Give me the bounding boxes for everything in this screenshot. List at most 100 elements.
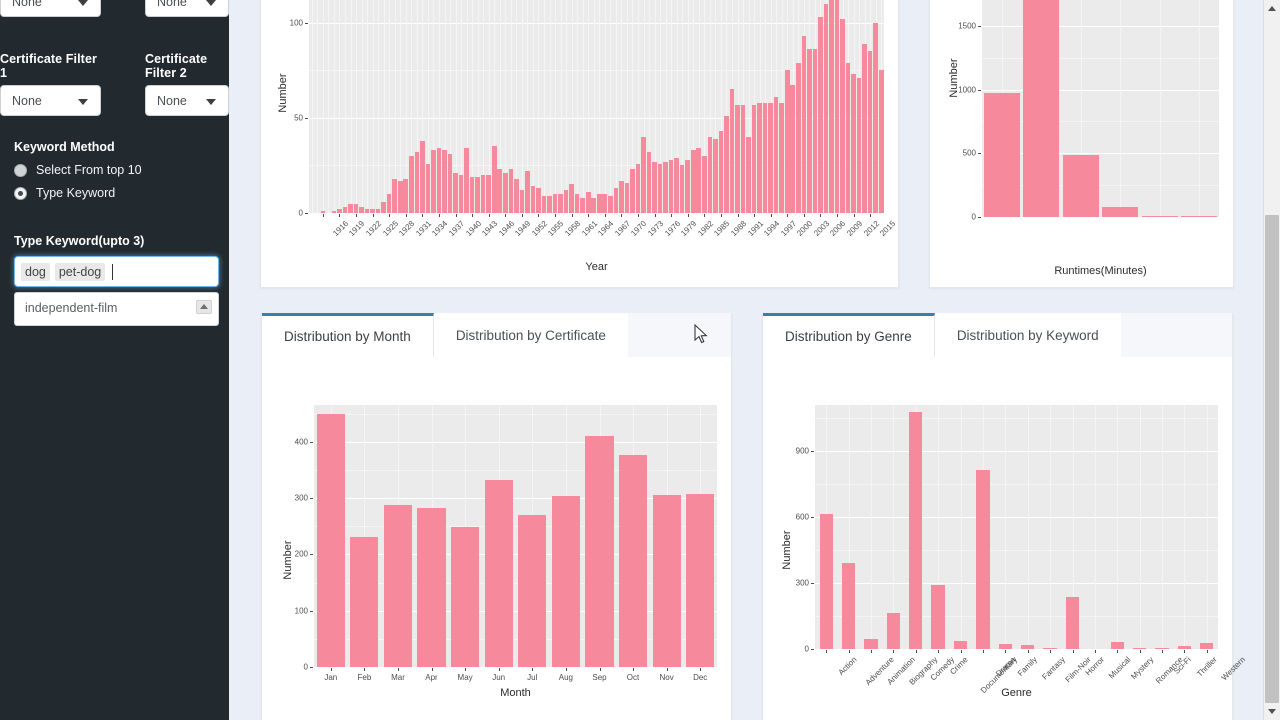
tab-distribution-by-certificate[interactable]: Distribution by Certificate [433,313,628,357]
tab-distribution-by-genre[interactable]: Distribution by Genre [763,313,935,357]
y-tick-label: 1000 [958,85,976,95]
text-cursor [112,264,114,280]
x-tick-mark [938,650,940,653]
bar [718,131,724,213]
bar [909,411,923,649]
gridline-minor [344,0,346,213]
gridline-minor [654,0,656,213]
bar [1062,155,1099,217]
x-tick-mark [571,214,573,217]
genre-filter-1-group: None [0,0,101,17]
y-tick-label: 300 [294,493,308,503]
y-tick-mark [310,441,313,443]
radio-select-from-top-10[interactable]: Select From top 10 [14,163,219,177]
radio-type-keyword[interactable]: Type Keyword [14,186,219,200]
page-scrollbar[interactable] [1263,0,1280,720]
y-tick-mark [310,667,313,668]
genre-filter-1-select[interactable]: None [0,0,101,17]
x-tick-label: Apr [425,673,438,682]
chevron-down-icon [206,0,216,6]
gridline-minor [350,0,352,213]
x-tick-label: 2003 [812,219,831,238]
x-tick-label: 1949 [513,219,533,238]
y-tick-mark [310,554,313,556]
x-tick-label: 1991 [745,219,765,238]
bar [862,43,867,213]
gridline-minor [427,0,429,213]
certificate-filter-2-select[interactable]: None [145,85,229,116]
tab-distribution-by-keyword[interactable]: Distribution by Keyword [934,313,1121,357]
gridline-minor [510,0,512,213]
gridline-minor [848,405,850,649]
y-tick-mark [305,213,308,214]
genre-filter-2-select[interactable]: None [145,0,229,17]
bar [486,174,491,213]
genre-tabbar: Distribution by Genre Distribution by Ke… [763,313,1232,357]
x-tick-mark [465,668,467,671]
bar [724,115,729,213]
tab-distribution-by-month[interactable]: Distribution by Month [262,313,434,357]
gridline-minor [314,638,717,640]
gridline-minor [1050,405,1052,649]
bar [679,165,685,213]
gridline-minor [505,0,507,213]
gridline-minor [720,0,722,213]
bar [807,49,812,213]
gridline-minor [682,0,684,213]
bar [484,479,513,667]
plot-area [314,405,717,667]
gridline-minor [610,0,612,213]
gridline-minor [643,0,645,213]
gridline-minor [488,0,490,213]
bar [757,102,762,213]
x-tick-label: 1955 [546,219,566,238]
x-tick-mark [431,668,433,671]
gridline-minor [314,469,717,471]
gridline-minor [378,0,380,213]
gridline-minor [314,526,717,528]
x-tick-label: Mar [391,673,405,682]
bar [574,194,580,213]
scrollbar-thumb[interactable] [1265,215,1279,703]
bar [551,495,580,667]
gridline-minor [1027,405,1029,649]
gridline-minor [455,0,457,213]
keyword-input[interactable]: dog pet-dog [14,256,219,287]
bar [447,154,453,213]
y-tick-mark [978,89,981,91]
scroll-down-icon[interactable] [1264,703,1280,720]
scroll-up-icon[interactable] [1264,0,1280,17]
bar [518,515,547,667]
bar [823,3,829,213]
chevron-down-icon [78,98,88,105]
x-tick-label: 1997 [778,219,798,238]
panel-distribution-by-runtime: 0500100015002000Runtimes(Minutes)Number [929,0,1234,288]
gridline-minor [450,0,451,213]
certificate-filter-1-select[interactable]: None [0,85,101,116]
gridline [309,22,884,24]
keyword-suggestion-item[interactable]: independent-film [25,301,118,315]
keyword-suggestion-dropdown[interactable]: independent-film [14,292,219,326]
y-tick-label: 100 [294,606,308,616]
bar [878,70,884,213]
genre-filter-2-group: None [128,0,229,17]
bar [525,171,530,213]
x-tick-mark [960,650,962,653]
bar [812,49,818,213]
keyword-method-title: Keyword Method [14,140,115,154]
x-tick-mark [599,668,601,671]
keyword-tag[interactable]: dog [21,263,50,281]
x-tick-mark [505,214,507,217]
keyword-tag[interactable]: pet-dog [54,263,106,281]
bar [1200,642,1214,649]
gridline-minor [660,0,662,213]
x-tick-mark [787,214,789,217]
bar [613,188,619,213]
chevron-up-icon[interactable] [196,300,212,314]
gridline-minor [549,0,551,213]
bar [475,176,480,213]
x-tick-mark [372,214,374,217]
bar [563,190,569,213]
y-tick-label: 0 [971,212,976,222]
gridline-minor [709,0,711,213]
